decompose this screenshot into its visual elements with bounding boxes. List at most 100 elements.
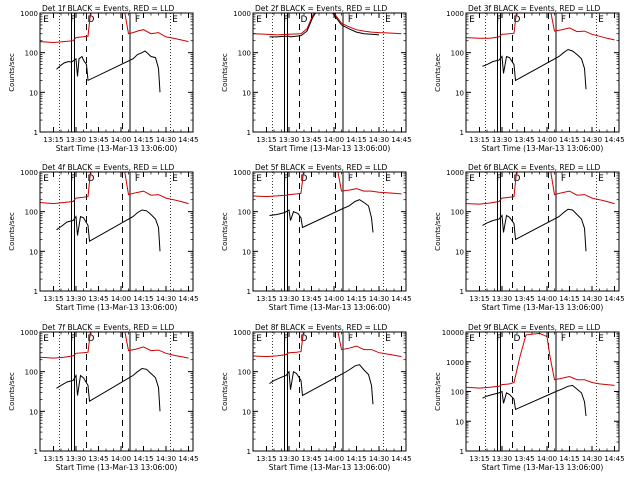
x-tick-label: 14:30 <box>369 136 389 144</box>
series-events <box>482 208 587 252</box>
y-tick-label: 100 <box>238 209 251 217</box>
x-tick-label: 14:45 <box>391 295 411 303</box>
panel-det-7: Det 7f BLACK = Events, RED = LLD E F D F E 1 10… <box>8 323 199 472</box>
x-tick-label: 14:15 <box>133 295 153 303</box>
region-label: F <box>348 334 353 344</box>
y-tick-label: 1 <box>34 129 38 137</box>
x-tick-label: 14:15 <box>346 136 366 144</box>
region-label: E <box>172 334 178 344</box>
x-tick-label: 13:45 <box>88 295 108 303</box>
x-tick-label: 14:15 <box>559 455 579 463</box>
panel-title: Det 2f BLACK = Events, RED = LLD <box>255 4 388 13</box>
region-label: F <box>135 174 140 184</box>
x-tick-label: 13:30 <box>279 136 299 144</box>
x-tick-label: 13:30 <box>492 136 512 144</box>
panel-det-5: Det 5f BLACK = Events, RED = LLD E F D F E 1 10… <box>221 163 412 312</box>
x-tick-label: 14:45 <box>178 455 198 463</box>
series-events <box>56 209 161 252</box>
x-tick-label: 13:30 <box>66 455 86 463</box>
y-tick-label: 10 <box>29 89 38 97</box>
y-tick-label: 1000 <box>233 10 251 18</box>
series-lld <box>40 332 189 359</box>
y-tick-label: 1 <box>460 288 464 296</box>
series-lld <box>466 172 615 205</box>
plot-frame <box>465 171 620 292</box>
x-tick-label: 13:30 <box>66 136 86 144</box>
region-label: E <box>256 15 262 25</box>
region-label: F <box>283 334 288 344</box>
region-label: E <box>385 334 391 344</box>
x-tick-label: 13:45 <box>514 136 534 144</box>
y-tick-label: 10000 <box>442 329 464 337</box>
y-tick-label: 10 <box>455 89 464 97</box>
y-tick-label: 100 <box>25 369 38 377</box>
panel-title: Det 6f BLACK = Events, RED = LLD <box>468 163 601 172</box>
x-axis-label: Start Time (13-Mar-13 13:06:00) <box>269 303 391 312</box>
panel-title: Det 5f BLACK = Events, RED = LLD <box>255 163 388 172</box>
x-tick-label: 13:45 <box>301 295 321 303</box>
x-tick-label: 13:45 <box>88 136 108 144</box>
series-events <box>56 367 161 412</box>
x-tick-label: 14:30 <box>369 295 389 303</box>
y-tick-label: 10 <box>455 418 464 426</box>
panel-title: Det 4f BLACK = Events, RED = LLD <box>42 163 175 172</box>
x-tick-label: 13:15 <box>256 295 276 303</box>
region-label: E <box>598 15 604 25</box>
x-axis-label: Start Time (13-Mar-13 13:06:00) <box>56 463 178 472</box>
series-events <box>56 50 161 93</box>
x-tick-label: 14:45 <box>178 295 198 303</box>
y-tick-label: 10 <box>29 408 38 416</box>
region-label: E <box>256 334 262 344</box>
region-label: D <box>514 15 521 25</box>
x-tick-label: 14:45 <box>391 136 411 144</box>
y-axis-label: Counts/sec <box>434 212 442 251</box>
region-label: F <box>348 174 353 184</box>
x-tick-label: 14:00 <box>111 136 131 144</box>
x-tick-label: 14:00 <box>537 295 557 303</box>
x-axis-label: Start Time (13-Mar-13 13:06:00) <box>482 144 604 153</box>
panel-det-2: Det 2f BLACK = Events, RED = LLD E F D F E 1 10… <box>221 4 412 153</box>
x-tick-label: 13:15 <box>469 136 489 144</box>
series-events <box>269 199 374 233</box>
y-tick-label: 1000 <box>446 359 464 367</box>
region-label: E <box>172 174 178 184</box>
x-tick-label: 14:30 <box>369 455 389 463</box>
x-tick-label: 14:00 <box>537 455 557 463</box>
plot-frame <box>252 171 407 292</box>
y-tick-label: 1 <box>460 448 464 456</box>
x-tick-label: 14:45 <box>604 295 624 303</box>
y-tick-label: 10 <box>455 248 464 256</box>
x-axis-label: Start Time (13-Mar-13 13:06:00) <box>56 303 178 312</box>
region-label: E <box>43 15 49 25</box>
plot-frame <box>465 331 620 452</box>
x-tick-label: 13:45 <box>301 455 321 463</box>
region-label: E <box>385 15 391 25</box>
region-label: E <box>469 174 475 184</box>
y-axis-label: Counts/sec <box>8 212 16 251</box>
y-tick-label: 1 <box>247 448 251 456</box>
region-label: F <box>70 15 75 25</box>
x-axis-label: Start Time (13-Mar-13 13:06:00) <box>482 303 604 312</box>
x-tick-label: 14:30 <box>582 455 602 463</box>
x-tick-label: 14:45 <box>604 136 624 144</box>
y-tick-label: 1 <box>34 448 38 456</box>
region-label: F <box>135 15 140 25</box>
x-tick-label: 13:45 <box>514 455 534 463</box>
panel-det-8: Det 8f BLACK = Events, RED = LLD E F D F E 1 10… <box>221 323 412 472</box>
x-tick-label: 14:00 <box>537 136 557 144</box>
region-label: E <box>172 15 178 25</box>
series-lld <box>466 13 615 41</box>
region-label: D <box>301 174 308 184</box>
x-tick-label: 14:15 <box>133 136 153 144</box>
region-label: D <box>514 334 521 344</box>
x-tick-label: 13:15 <box>256 455 276 463</box>
x-tick-label: 13:15 <box>43 455 63 463</box>
y-tick-label: 1 <box>247 288 251 296</box>
panel-title: Det 9f BLACK = Events, RED = LLD <box>468 323 601 332</box>
plot-frame <box>39 331 194 452</box>
y-tick-label: 100 <box>25 209 38 217</box>
y-tick-label: 1000 <box>20 329 38 337</box>
x-tick-label: 14:15 <box>346 455 366 463</box>
y-tick-label: 1000 <box>446 169 464 177</box>
region-label: D <box>88 174 95 184</box>
